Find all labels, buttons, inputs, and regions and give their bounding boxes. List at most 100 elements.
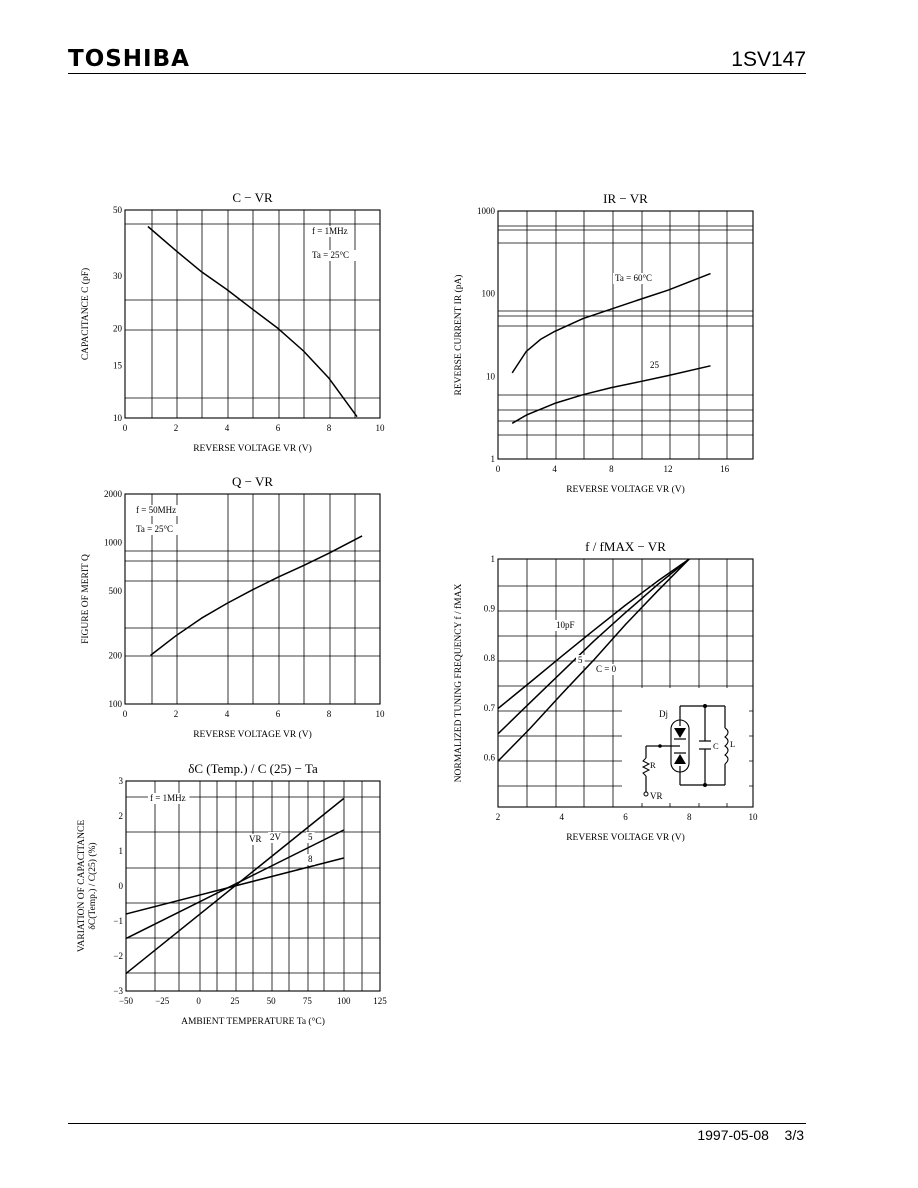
x-tick-label: 6: [276, 423, 281, 433]
footer-info: 1997-05-08 3/3: [697, 1127, 804, 1143]
x-tick-label: 10: [749, 812, 759, 822]
annotation-ta60-bg: [613, 273, 660, 284]
x-tick-label: 25: [230, 996, 240, 1006]
series-line-1: [147, 225, 358, 418]
x-tick-label: 100: [337, 996, 351, 1006]
diode-lower: [674, 754, 686, 764]
x-tick-label: 8: [327, 709, 332, 719]
series-line-2: [511, 365, 711, 424]
y-axis-label: NORMALIZED TUNING FREQUENCY f / fMAX: [453, 584, 464, 783]
x-tick-label: 0: [196, 996, 201, 1006]
x-axis-label: REVERSE VOLTAGE VR (V): [193, 729, 312, 740]
y-tick-label: 500: [109, 586, 123, 596]
y-tick-label: 10: [113, 413, 123, 423]
series-line-2: [125, 829, 345, 940]
resistor-symbol: [641, 757, 651, 777]
y-tick-label: 1: [491, 454, 496, 464]
c-vr-chart: C − VR 0 2 4 6 8 10 10 15 20 30 50 REVERSE VOLTAGE V…: [80, 190, 385, 454]
diode-upper: [674, 728, 686, 738]
x-tick-label: 125: [373, 996, 387, 1006]
x-tick-label: 6: [276, 709, 281, 719]
x-tick-label: 16: [720, 464, 730, 474]
y-axis-label-secondary: δC(Temp.) / C(25) (%): [87, 842, 98, 929]
chart-title: IR − VR: [603, 191, 648, 206]
footer-page: 3/3: [784, 1127, 804, 1143]
annotation-ta25: 25: [650, 360, 660, 370]
y-tick-label: 0.6: [484, 752, 496, 762]
y-tick-label: 0.9: [484, 604, 496, 614]
x-tick-label: 4: [225, 423, 230, 433]
circuit-label-inductor: L: [730, 739, 735, 749]
annotation-5pf: 5: [578, 655, 583, 665]
y-tick-label: 0.8: [484, 653, 496, 663]
series-line-3: [125, 857, 344, 915]
annotation-10pf-bg: [554, 620, 577, 631]
x-tick-label: −50: [119, 996, 134, 1006]
dc-ta-chart: δC (Temp.) / C (25) − Ta−50 −25 0 25 50 75 100…: [77, 761, 387, 1027]
y-tick-label: 15: [113, 361, 123, 371]
series-line-1: [497, 558, 690, 710]
annotation-vr-bg: [247, 834, 261, 845]
annotation-vr: VR: [249, 834, 262, 844]
y-tick-label: 50: [113, 205, 123, 215]
x-tick-label: 10: [376, 423, 386, 433]
y-tick-label: 2000: [104, 489, 123, 499]
annotation-frequency: f = 1MHz: [150, 793, 186, 803]
y-axis-label: REVERSE CURRENT IR (pA): [453, 275, 464, 396]
chart-title: Q − VR: [232, 474, 273, 489]
series-line-1: [150, 535, 363, 656]
x-axis-label: REVERSE VOLTAGE VR (V): [566, 832, 685, 843]
inductor-coil: [724, 727, 729, 765]
annotation-10pf: 10pF: [556, 620, 575, 630]
junction-dot: [703, 783, 707, 787]
y-tick-label: 100: [109, 699, 123, 709]
circuit-background: [622, 688, 749, 803]
y-tick-label: 30: [113, 271, 123, 281]
circuit-label-capacitor: C: [713, 741, 719, 751]
annotation-temperature: Ta = 25°C: [312, 250, 349, 260]
y-tick-label: 0.7: [484, 703, 496, 713]
f-vr-chart: f / fMAX − VR 2 4 6 8 10 0.6 0.7 0.8 0.9 1 REVERSE …: [453, 539, 758, 843]
x-axis-label: REVERSE VOLTAGE VR (V): [193, 443, 312, 454]
x-tick-label: 2: [496, 812, 501, 822]
y-tick-label: 100: [482, 289, 496, 299]
series-line-3: [497, 558, 690, 762]
annotation-ta25-bg: [648, 360, 662, 371]
vr-terminal: [643, 791, 649, 797]
y-tick-label: 10: [486, 371, 496, 381]
x-tick-label: 0: [123, 423, 128, 433]
x-axis-label: REVERSE VOLTAGE VR (V): [566, 484, 685, 495]
y-axis-label: FIGURE OF MERIT Q: [81, 554, 91, 644]
y-tick-label: 1: [119, 846, 124, 856]
x-tick-label: 6: [623, 812, 628, 822]
y-tick-label: 1000: [477, 206, 496, 216]
plot-frame: [124, 493, 381, 705]
x-tick-label: 4: [225, 709, 230, 719]
plot-frame: [497, 210, 754, 460]
brand-logo: TOSHIBA: [68, 46, 190, 72]
junction-dot: [703, 704, 707, 708]
y-tick-label: 200: [109, 650, 123, 660]
annotation-ta60: Ta = 60°C: [615, 273, 652, 283]
annotation-5v-bg: [306, 832, 315, 843]
ir-vr-chart: IR − VR 0 4 8 12 16 1 10 100 1000 REVERSE VOLTAGE …: [453, 191, 754, 495]
x-tick-label: 75: [303, 996, 313, 1006]
y-tick-label: 0: [119, 881, 124, 891]
annotation-temperature-bg: [134, 524, 181, 535]
x-tick-label: 50: [267, 996, 277, 1006]
y-tick-label: −2: [113, 951, 123, 961]
part-number: 1SV147: [731, 48, 806, 71]
x-axis-label: AMBIENT TEMPERATURE Ta (°C): [181, 1016, 325, 1027]
annotation-8v: 8: [308, 854, 313, 864]
annotation-2v-bg: [268, 832, 282, 843]
q-vr-chart: Q − VR 0 2 4 6 8 10 100 200 500 1000 2000 REVERSE VO…: [81, 474, 385, 740]
x-tick-label: 4: [560, 812, 565, 822]
y-tick-label: 1: [491, 554, 496, 564]
y-tick-label: 3: [119, 776, 124, 786]
circuit-label-diode: Dj: [659, 709, 668, 719]
annotation-8v-bg: [306, 854, 315, 865]
plot-frame: [124, 209, 381, 419]
circuit-label-bias: VR: [650, 791, 663, 801]
annotation-frequency-bg: [134, 505, 181, 516]
